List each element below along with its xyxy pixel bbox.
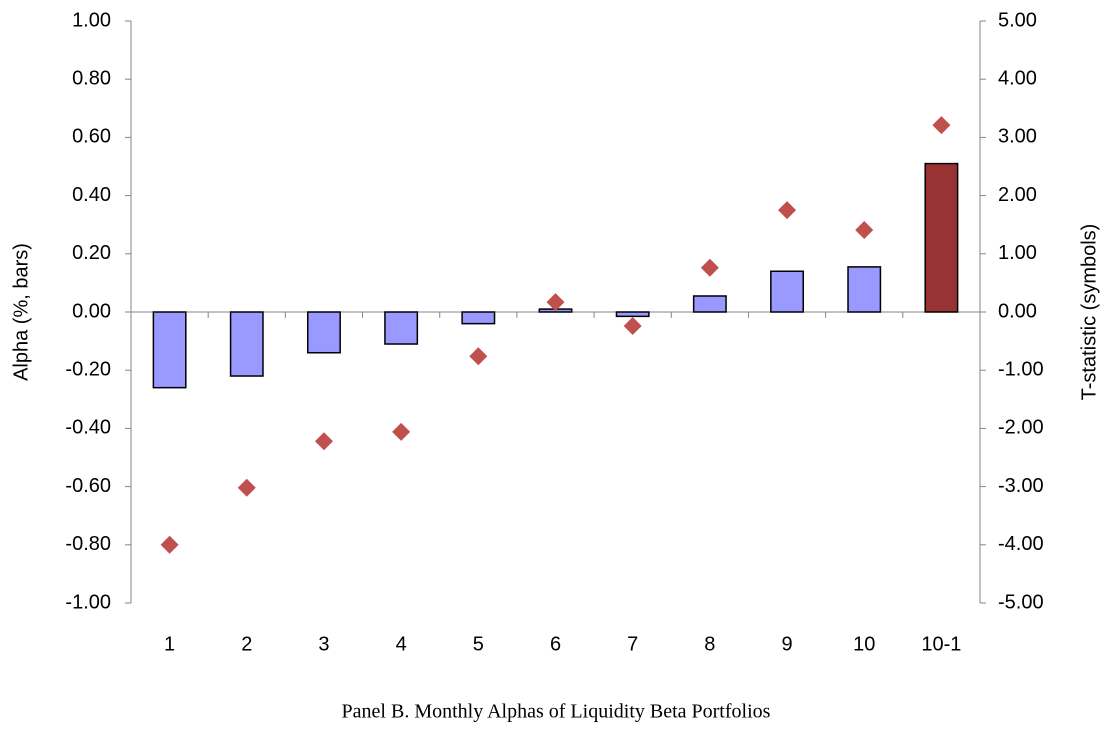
y-tick-label: 0.20: [72, 242, 111, 264]
x-tick-label: 2: [241, 633, 252, 655]
y2-tick-label: 0.00: [998, 300, 1037, 322]
y2-tick-label: 5.00: [998, 9, 1037, 31]
y2-axis-title: T-statistic (symbols): [1078, 224, 1100, 401]
y2-tick-label: 2.00: [998, 184, 1037, 206]
marker: [700, 258, 719, 277]
y-tick-label: -0.80: [65, 533, 111, 555]
y2-tick-label: 1.00: [998, 242, 1037, 264]
marker: [623, 316, 642, 335]
caption: Panel B. Monthly Alphas of Liquidity Bet…: [342, 701, 771, 723]
marker: [160, 535, 179, 554]
bar: [770, 270, 805, 313]
bar: [152, 311, 187, 389]
marker: [546, 293, 565, 312]
bar: [924, 162, 959, 313]
bar: [384, 311, 419, 345]
marker: [932, 116, 951, 135]
y2-tick-label: -2.00: [998, 417, 1044, 439]
y-tick-label: 0.40: [72, 184, 111, 206]
y-tick-label: 0.60: [72, 126, 111, 148]
x-tick-label: 3: [318, 633, 329, 655]
x-tick-label: 9: [781, 633, 792, 655]
x-tick-label: 4: [396, 633, 407, 655]
marker: [855, 220, 874, 239]
marker: [314, 432, 333, 451]
y-axis-title: Alpha (%, bars): [10, 243, 32, 381]
y-tick-label: -1.00: [65, 591, 111, 613]
marker: [237, 478, 256, 497]
y-tick-label: 0.00: [72, 300, 111, 322]
y2-tick-label: 3.00: [998, 126, 1037, 148]
x-tick-label: 6: [550, 633, 561, 655]
bar: [692, 295, 727, 313]
bar: [615, 311, 650, 318]
marker: [392, 422, 411, 441]
bar: [306, 311, 341, 354]
x-tick-label: 8: [704, 633, 715, 655]
y2-tick-label: -1.00: [998, 358, 1044, 380]
x-tick-label: 5: [473, 633, 484, 655]
x-tick-label: 10-1: [921, 633, 961, 655]
x-tick-label: 10: [853, 633, 875, 655]
y-tick-label: 0.80: [72, 67, 111, 89]
bar: [461, 311, 496, 325]
x-tick-label: 1: [164, 633, 175, 655]
bar: [847, 266, 882, 313]
y-tick-label: -0.20: [65, 358, 111, 380]
y2-tick-label: -4.00: [998, 533, 1044, 555]
y-tick-label: -0.40: [65, 417, 111, 439]
y2-tick-label: -3.00: [998, 475, 1044, 497]
marker: [778, 201, 797, 220]
y-tick-label: 1.00: [72, 9, 111, 31]
x-tick-label: 7: [627, 633, 638, 655]
y2-tick-label: -5.00: [998, 591, 1044, 613]
bar: [229, 311, 264, 377]
y2-tick-label: 4.00: [998, 67, 1037, 89]
marker: [469, 347, 488, 366]
y-tick-label: -0.60: [65, 475, 111, 497]
